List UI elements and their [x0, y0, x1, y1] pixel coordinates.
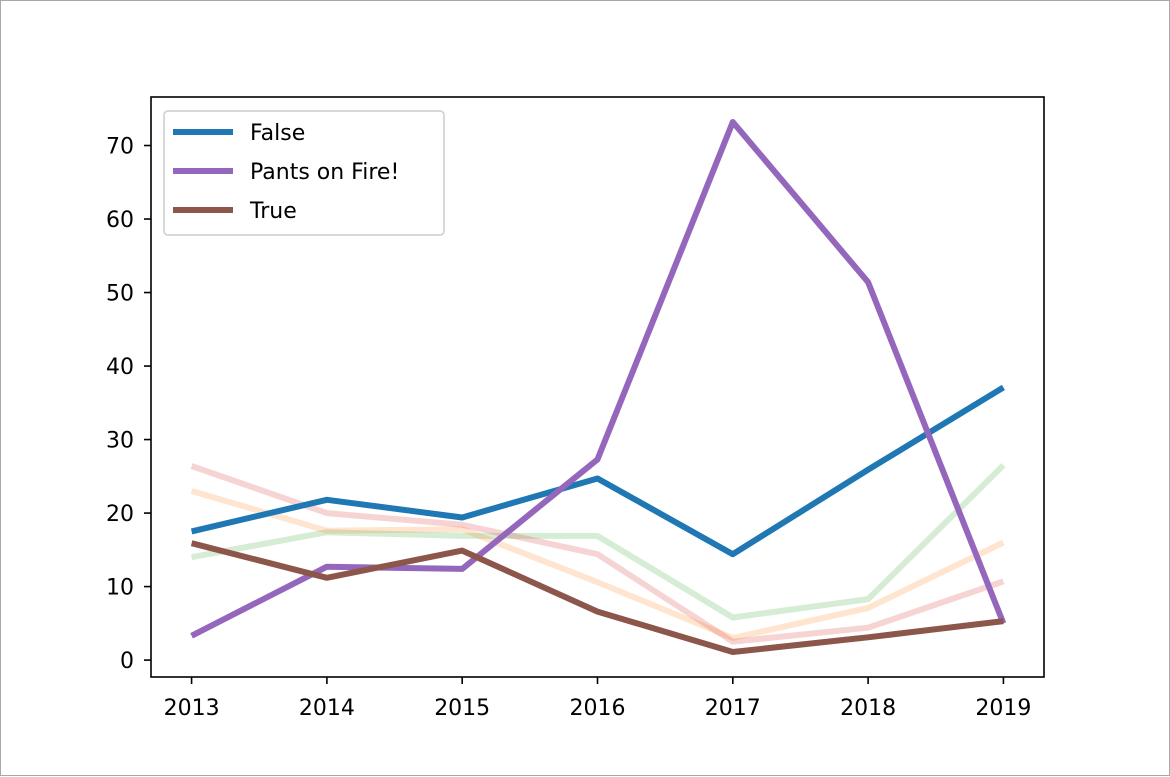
x-tick-label: 2015	[434, 696, 490, 721]
y-tick-label: 0	[120, 649, 134, 674]
x-tick-label: 2013	[164, 696, 220, 721]
legend-label: Pants on Fire!	[250, 160, 399, 185]
y-tick-label: 30	[106, 429, 134, 454]
series-line-background-5	[190, 463, 1005, 645]
legend-label: False	[250, 121, 305, 146]
y-tick-label: 50	[106, 282, 134, 307]
series-line-background-4	[190, 488, 1005, 641]
x-tick-label: 2018	[840, 696, 896, 721]
x-tick-label: 2019	[975, 696, 1031, 721]
y-tick-label: 70	[106, 135, 134, 160]
y-axis: 0 10 20 30 40 50 60 70	[106, 135, 151, 674]
series-line-true	[190, 540, 1004, 655]
legend-label: True	[249, 199, 297, 224]
x-axis: 2013 2014 2015 2016 2017 2018 2019	[164, 677, 1031, 721]
x-tick-label: 2017	[705, 696, 761, 721]
x-tick-label: 2014	[299, 696, 355, 721]
legend-box	[163, 110, 445, 236]
series-line-pants-on-fire	[190, 119, 1007, 639]
y-tick-label: 60	[106, 208, 134, 233]
series-line-background-3	[191, 463, 1006, 621]
y-tick-label: 10	[106, 576, 134, 601]
x-tick-label: 2016	[570, 696, 626, 721]
y-tick-label: 20	[106, 502, 134, 527]
legend: False Pants on Fire! True	[163, 110, 445, 236]
series-layer	[190, 119, 1007, 655]
y-tick-label: 40	[106, 355, 134, 380]
series-line-false	[190, 384, 1005, 558]
